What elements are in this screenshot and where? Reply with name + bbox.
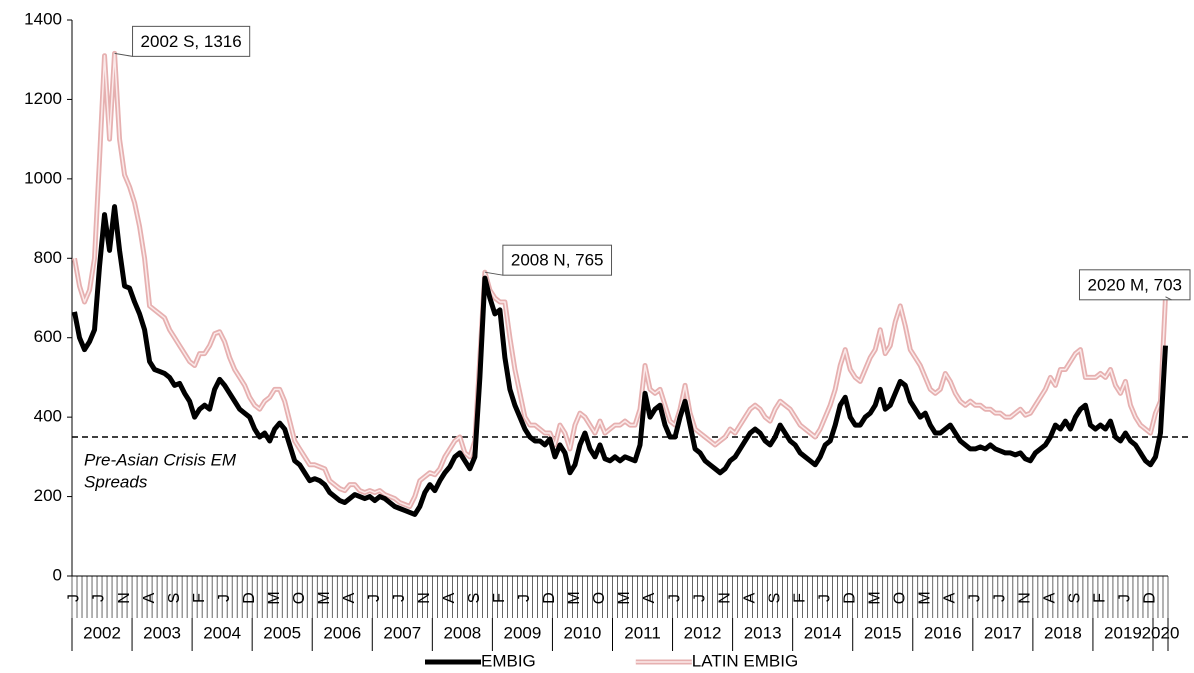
x-tick-label: N <box>116 592 133 604</box>
y-tick-label: 1000 <box>24 168 62 187</box>
x-tick-label: J <box>66 594 83 602</box>
x-tick-label: M <box>316 591 333 604</box>
x-tick-label: N <box>716 592 733 604</box>
year-label: 2007 <box>383 623 421 642</box>
reference-label: Spreads <box>84 472 148 491</box>
year-label: 2006 <box>323 623 361 642</box>
annotation-box <box>132 25 251 57</box>
year-label: 2010 <box>564 623 602 642</box>
annotation-label: 2008 N, 765 <box>511 251 604 270</box>
y-tick-label: 800 <box>34 248 62 267</box>
x-tick-label: A <box>341 592 358 603</box>
x-tick-label: J <box>666 594 683 602</box>
x-tick-label: J <box>366 594 383 602</box>
year-label: 2012 <box>684 623 722 642</box>
line <box>72 204 1168 517</box>
y-tick-label: 400 <box>34 407 62 426</box>
x-tick-label: A <box>141 592 158 603</box>
line <box>72 50 1168 509</box>
x-tick-label: A <box>741 592 758 603</box>
x-tick-label: A <box>942 592 959 603</box>
x-tick-label: J <box>91 594 108 602</box>
x-tick-label: S <box>1067 593 1084 604</box>
x-tick-label: A <box>1042 592 1059 603</box>
y-tick-label: 1400 <box>24 9 62 28</box>
annotation-pointer <box>1165 296 1172 301</box>
x-tick-label: O <box>291 592 308 604</box>
y-tick-label: 0 <box>53 565 62 584</box>
reference-label: Pre-Asian Crisis EM <box>84 450 237 469</box>
annotation-box <box>502 244 613 276</box>
year-label: 2009 <box>503 623 541 642</box>
legend-label: LATIN EMBIG <box>692 651 798 670</box>
x-tick-label: A <box>441 592 458 603</box>
year-label: 2003 <box>143 623 181 642</box>
x-tick-label: J <box>691 594 708 602</box>
year-label: 2002 <box>83 623 121 642</box>
x-tick-label: J <box>1117 594 1134 602</box>
x-tick-label: J <box>967 594 984 602</box>
x-tick-label: J <box>216 594 233 602</box>
year-label: 2019 <box>1104 623 1142 642</box>
annotation-label: 2002 S, 1316 <box>141 32 242 51</box>
x-tick-label: N <box>416 592 433 604</box>
year-label: 2016 <box>924 623 962 642</box>
line-highlight <box>73 52 1167 508</box>
x-tick-label: D <box>1142 592 1159 604</box>
year-label: 2011 <box>624 623 661 642</box>
x-tick-label: F <box>1092 593 1109 603</box>
x-tick-label: S <box>166 593 183 604</box>
y-tick-label: 200 <box>34 486 62 505</box>
x-tick-label: D <box>241 592 258 604</box>
annotation-pointer <box>484 271 503 276</box>
x-tick-label: M <box>866 591 883 604</box>
x-tick-label: D <box>841 592 858 604</box>
legend-label: EMBIG <box>481 651 536 670</box>
year-label: 2018 <box>1044 623 1082 642</box>
x-tick-label: J <box>516 594 533 602</box>
year-label: 2015 <box>864 623 902 642</box>
x-tick-label: F <box>791 593 808 603</box>
x-tick-label: J <box>391 594 408 602</box>
x-tick-label: J <box>816 594 833 602</box>
year-label: 2020 <box>1142 623 1180 642</box>
year-label: 2014 <box>804 623 842 642</box>
x-tick-label: M <box>266 591 283 604</box>
year-label: 2004 <box>203 623 241 642</box>
x-tick-label: F <box>191 593 208 603</box>
annotation-label: 2020 M, 703 <box>1087 275 1182 294</box>
x-tick-label: M <box>566 591 583 604</box>
x-tick-label: S <box>766 593 783 604</box>
x-tick-label: O <box>591 592 608 604</box>
x-tick-label: N <box>1017 592 1034 604</box>
year-label: 2008 <box>443 623 481 642</box>
x-tick-label: A <box>641 592 658 603</box>
year-label: 2005 <box>263 623 301 642</box>
annotation-pointer <box>114 52 133 57</box>
x-tick-label: D <box>541 592 558 604</box>
x-tick-label: F <box>491 593 508 603</box>
x-tick-label: M <box>616 591 633 604</box>
x-tick-label: S <box>466 593 483 604</box>
y-tick-label: 600 <box>34 327 62 346</box>
x-tick-label: O <box>891 592 908 604</box>
year-label: 2013 <box>744 623 782 642</box>
annotation-box <box>1078 269 1191 301</box>
x-tick-label: J <box>992 594 1009 602</box>
x-tick-label: M <box>916 591 933 604</box>
year-label: 2017 <box>984 623 1022 642</box>
y-tick-label: 1200 <box>24 89 62 108</box>
